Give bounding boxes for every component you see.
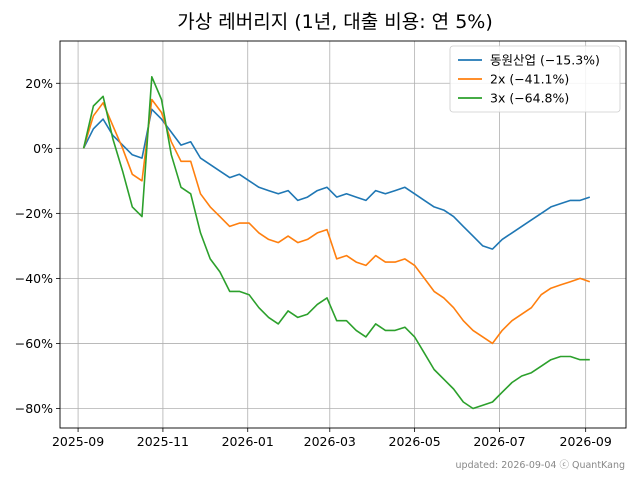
y-axis: 20% 0% −20% −40% −60% −80% (15, 76, 60, 416)
y-tick-label: 20% (25, 76, 53, 91)
legend-box (449, 45, 621, 113)
x-tick-label: 2025-09 (52, 434, 104, 449)
legend-label: 2x (−41.1%) (490, 72, 569, 87)
x-tick-label: 2026-01 (222, 434, 274, 449)
x-axis: 2025-09 2025-11 2026-01 2026-03 2026-05 2026-… (52, 428, 612, 449)
legend-label: 동원산업 (−15.3%) (490, 53, 600, 68)
x-tick-label: 2026-07 (473, 434, 525, 449)
y-tick-label: −20% (15, 206, 53, 221)
chart-title: 가상 레버리지 (1년, 대출 비용: 연 5%) (177, 11, 493, 33)
x-tick-label: 2026-03 (304, 434, 356, 449)
y-tick-label: −60% (15, 336, 53, 351)
series-line-2 (82, 76, 590, 410)
series-line-0 (82, 108, 591, 250)
y-tick-label: 0% (33, 141, 53, 156)
y-tick-label: −40% (15, 271, 53, 286)
x-tick-label: 2025-11 (137, 434, 189, 449)
series-lines (82, 76, 591, 410)
legend: 동원산업 (−15.3%) 2x (−41.1%) 3x (−64.8%) (449, 45, 621, 113)
legend-label: 3x (−64.8%) (490, 91, 569, 106)
plot-area-frame (59, 40, 627, 429)
y-tick-label: −80% (15, 401, 53, 416)
footer-credit: updated: 2026-09-04 ⓒ QuantKang (456, 460, 625, 471)
series-line-1 (82, 98, 591, 345)
x-tick-label: 2026-09 (560, 434, 612, 449)
x-tick-label: 2026-05 (389, 434, 441, 449)
